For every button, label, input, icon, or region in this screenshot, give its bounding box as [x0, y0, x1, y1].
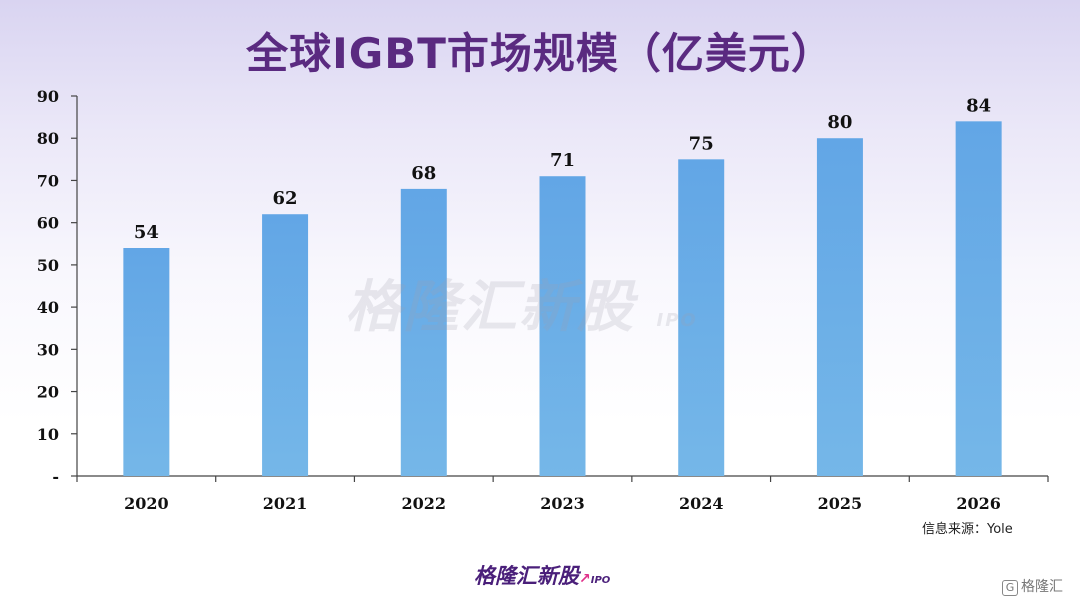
brand-text: 格隆汇新股	[474, 564, 579, 588]
watermark-sub: IPO	[656, 310, 698, 331]
chart-title: 全球IGBT市场规模（亿美元）	[246, 29, 834, 78]
bar	[400, 188, 447, 476]
y-tick-label: 50	[37, 256, 59, 275]
corner-logo: G 格隆汇	[1002, 576, 1063, 596]
bar-value-label: 62	[273, 188, 298, 209]
bar	[123, 248, 170, 476]
bar-value-label: 68	[411, 163, 436, 184]
y-tick-label: 70	[37, 171, 59, 190]
y-tick-label: -	[52, 467, 59, 486]
watermark: 格隆汇新股 IPO	[345, 262, 698, 343]
y-tick-label: 20	[37, 383, 59, 402]
x-tick-label: 2023	[540, 494, 585, 513]
bar	[539, 176, 586, 476]
bar-value-label: 71	[550, 150, 575, 171]
arrow-up-icon: ↗	[579, 571, 591, 587]
brand-sub: IPO	[590, 575, 611, 586]
x-tick-label: 2025	[818, 494, 863, 513]
watermark-text: 格隆汇新股	[345, 275, 635, 340]
x-tick-label: 2024	[679, 494, 724, 513]
x-tick-label: 2022	[402, 494, 447, 513]
y-tick-label: 40	[37, 298, 59, 317]
source-note: 信息来源：Yole	[922, 522, 1013, 537]
corner-logo-text: 格隆汇	[1021, 579, 1063, 595]
bar	[678, 159, 725, 477]
bar-value-label: 80	[827, 112, 852, 133]
g-logo-icon: G	[1002, 580, 1018, 596]
bar	[955, 121, 1002, 476]
bar-value-label: 84	[966, 95, 991, 116]
x-tick-label: 2020	[124, 494, 169, 513]
bar	[816, 138, 863, 476]
x-tick-label: 2021	[263, 494, 308, 513]
y-tick-label: 80	[37, 129, 59, 148]
y-tick-label: 90	[37, 87, 59, 106]
bar-value-label: 75	[689, 133, 714, 154]
bar	[262, 214, 309, 476]
y-tick-label: 10	[37, 425, 59, 444]
brand-logo: 格隆汇新股↗IPO	[474, 560, 610, 590]
y-tick-label: 60	[37, 214, 59, 233]
y-tick-label: 30	[37, 340, 59, 359]
x-tick-label: 2026	[956, 494, 1001, 513]
bar-value-label: 54	[134, 222, 159, 243]
